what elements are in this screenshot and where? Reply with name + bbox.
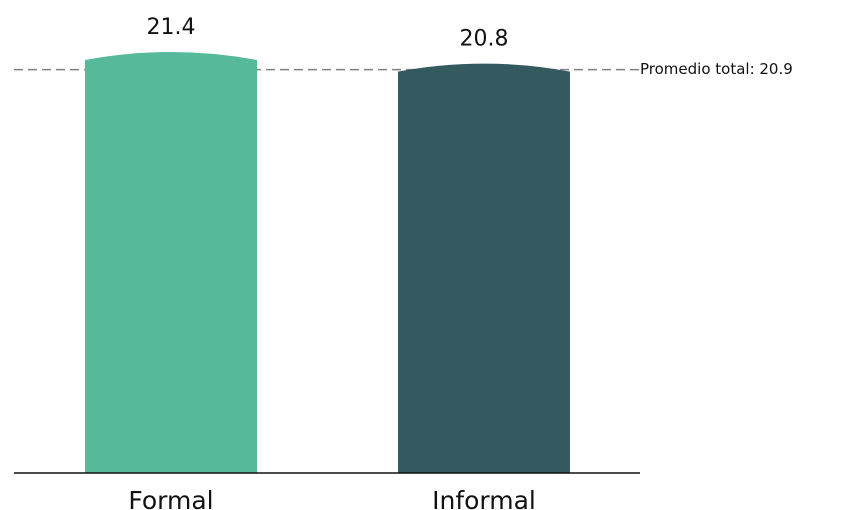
x-tick-label-formal: Formal	[128, 486, 213, 510]
bar-formal	[85, 52, 257, 473]
value-label-informal: 20.8	[460, 27, 509, 52]
value-label-formal: 21.4	[147, 15, 196, 40]
reference-line-label: Promedio total: 20.9	[640, 60, 793, 78]
x-tick-label-informal: Informal	[432, 486, 536, 510]
bars-group: 21.4 Formal 20.8 Informal	[85, 15, 570, 510]
bar-informal	[398, 64, 570, 473]
